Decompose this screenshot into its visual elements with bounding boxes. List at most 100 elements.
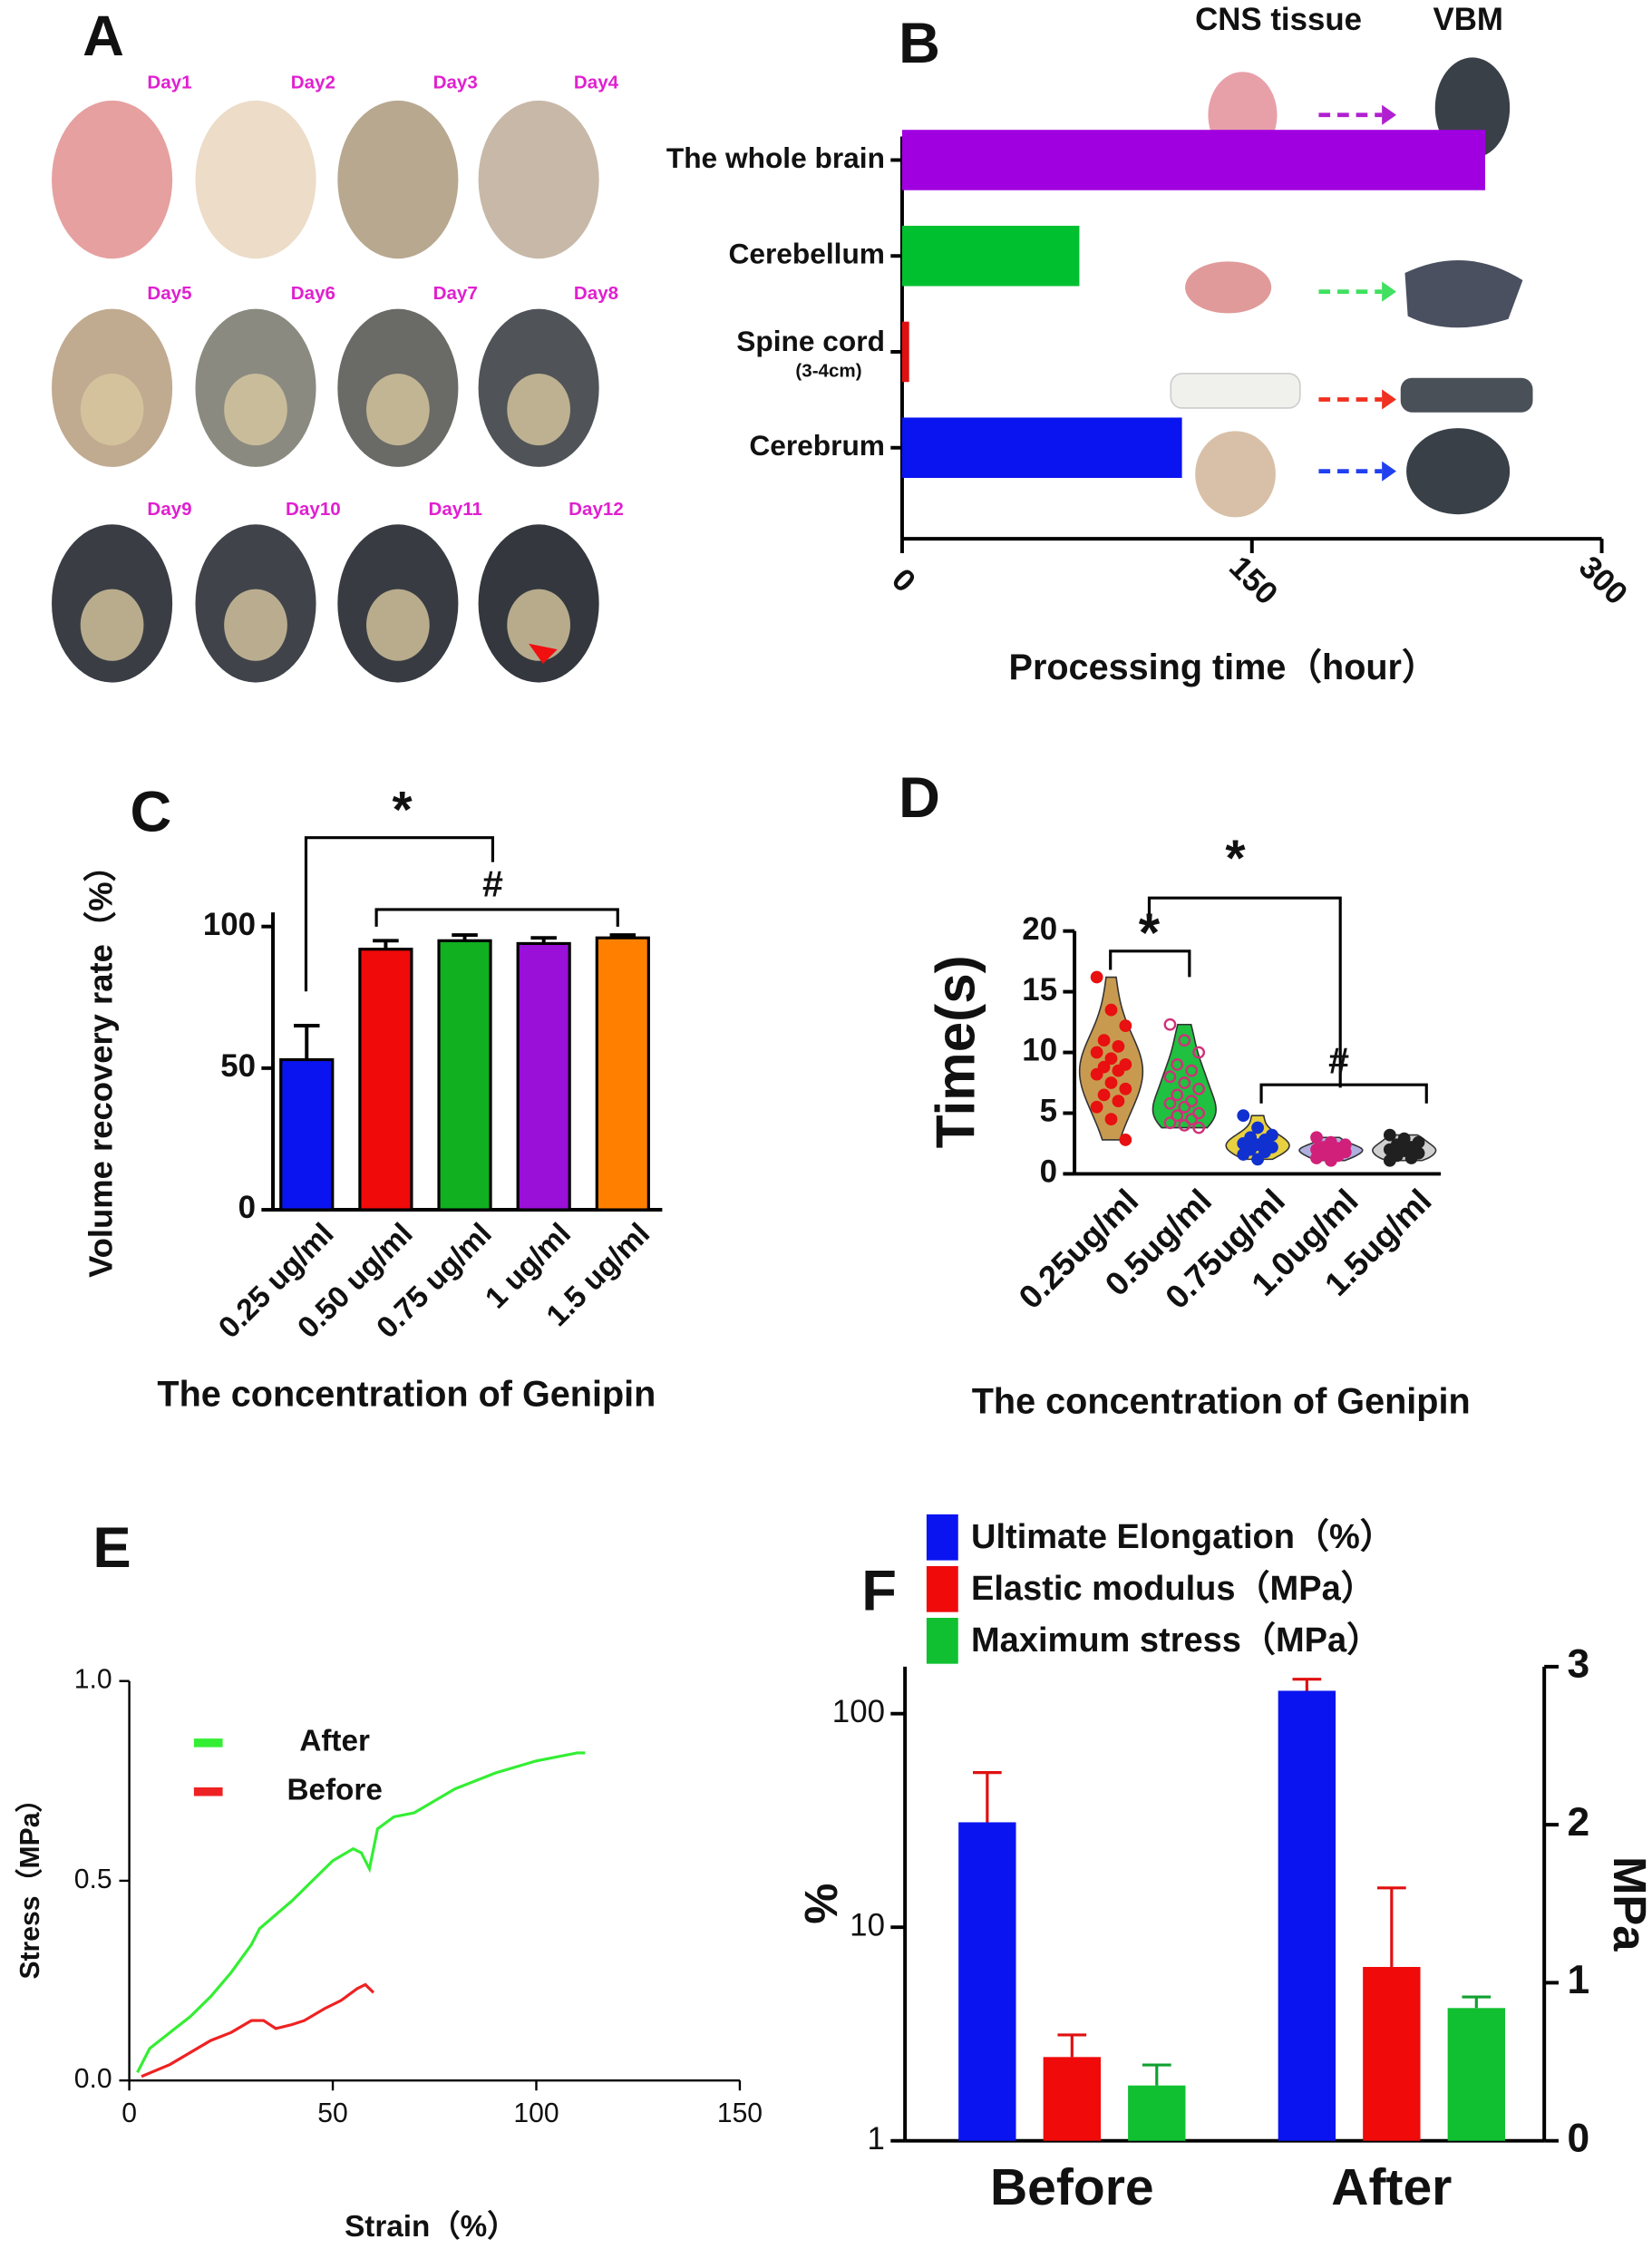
vbm-photo [1406,428,1511,515]
bar [958,1822,1016,2141]
data-point [1112,1095,1125,1107]
y-tick-label: 100 [203,907,256,942]
data-point [1163,1070,1177,1084]
data-point [1090,1067,1103,1081]
legend-swatch [926,1617,958,1664]
vbm-photo [1400,377,1533,413]
y-tick-label: Spine cord [736,325,885,357]
data-point [1119,1134,1132,1146]
legend-label: Maximum stress（MPa） [971,1621,1381,1660]
error-bar [1292,1678,1322,1691]
data-point [1112,1039,1125,1053]
data-point [1310,1131,1323,1144]
error-bar [972,1771,1002,1823]
brain-core [224,589,287,661]
arrow-head [1382,281,1396,302]
data-point [1251,1153,1264,1166]
data-point [1178,1100,1191,1114]
panel-label: F [861,1559,897,1622]
bracket [304,836,495,992]
brain-core [507,373,570,446]
panel-label: B [899,12,940,75]
data-point [1192,1046,1206,1059]
y-tick-label: 100 [832,1694,885,1729]
column-header: CNS tissue [1195,2,1362,37]
day-label: Day11 [428,499,482,520]
bar [516,941,571,1212]
data-point [1112,1064,1125,1077]
error-bar [293,1024,320,1060]
annotation: # [482,862,503,904]
data-point [1119,1082,1132,1095]
bar [901,130,1485,190]
annotation: # [1328,1039,1349,1081]
tissue-photo [1170,373,1301,409]
data-point [1171,1088,1184,1102]
data-point [1325,1154,1337,1167]
data-point [1192,1106,1206,1120]
data-point [1185,1064,1199,1077]
day-label: Day10 [286,499,341,520]
pointer-arrow [529,643,558,664]
day-label: Day4 [574,72,619,92]
data-point [1310,1152,1323,1164]
data-point [1258,1145,1271,1159]
error-bar [1462,1995,1492,2009]
data-point [1237,1109,1250,1123]
error-bar [452,933,478,941]
x-tick-label: 0 [885,561,922,599]
legend-label: Before [287,1773,382,1806]
bar [901,321,909,383]
x-tick-label: 300 [1572,550,1635,612]
legend-label: Elastic modulus（MPa） [971,1570,1375,1608]
bar [901,225,1080,287]
data-point [1163,1017,1177,1031]
day-label: Day5 [147,283,191,304]
bar [1447,2008,1506,2141]
legend-label: Ultimate Elongation（%） [971,1518,1394,1556]
day-label: Day9 [147,499,191,520]
legend-swatch [926,1565,958,1612]
data-point [1404,1152,1418,1164]
data-point [1178,1118,1191,1132]
data-point [1119,1019,1132,1032]
error-bar [609,933,637,939]
data-point [1171,1109,1184,1123]
y-tick-label: 0 [1040,1154,1057,1190]
y-tick-label: 1 [868,2121,885,2157]
violin [1152,1023,1217,1129]
error-bar [373,939,399,949]
line-series [141,1982,375,2079]
legend-swatch [926,1514,958,1561]
y-tick-label: 50 [220,1048,256,1084]
tissue-photo [1185,261,1272,314]
data-point [1090,970,1103,984]
data-point [1178,1076,1191,1089]
brain-photo [337,100,459,259]
error-bar [1142,2063,1171,2086]
tissue-photo [1195,431,1276,518]
y-tick-label: 0.0 [74,2064,112,2094]
data-point [1090,1100,1103,1114]
panel-label: D [899,766,940,830]
data-point [1171,1058,1184,1071]
bar [1278,1690,1336,2141]
data-point [1104,1076,1118,1089]
day-label: Day8 [574,283,618,304]
bar [595,936,650,1212]
error-bar [530,936,557,944]
panel-label: A [83,5,124,68]
day-label: Day7 [433,283,478,304]
y2-tick-label: 0 [1568,2116,1590,2160]
y2-axis-title: MPa [1604,1856,1652,1952]
annotation: * [1139,902,1161,963]
column-header: VBM [1433,2,1502,37]
error-bar [1057,2033,1087,2058]
data-point [1163,1096,1177,1110]
y-tick-label: 0.5 [74,1864,112,1894]
brain-core [224,373,287,446]
legend-label: After [299,1725,370,1758]
y-tick-label: Cerebellum [728,238,885,270]
data-point [1097,1088,1111,1102]
